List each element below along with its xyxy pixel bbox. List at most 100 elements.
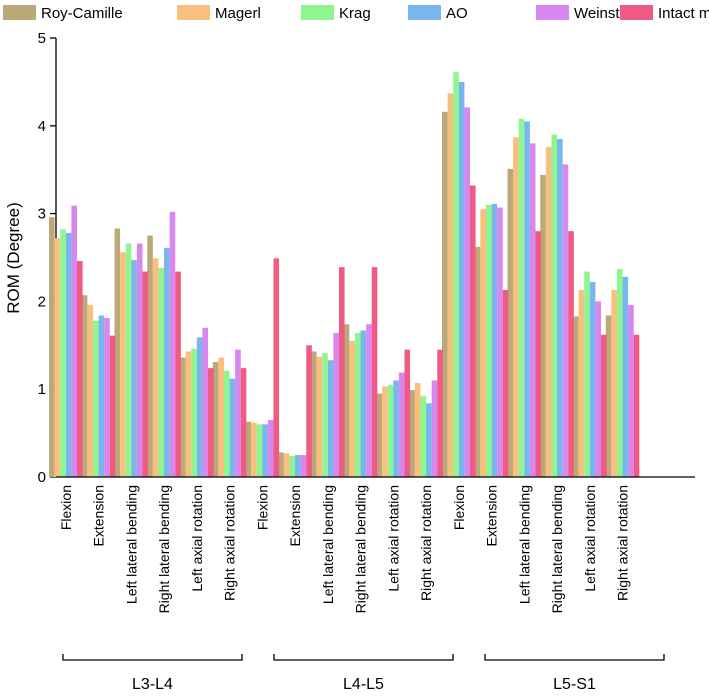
bar: [382, 386, 388, 477]
bar: [507, 168, 514, 477]
y-tick-label: 5: [38, 30, 46, 47]
bar: [513, 137, 519, 478]
y-tick-label: 3: [38, 206, 46, 223]
bar: [208, 368, 214, 477]
x-tick-label: Extension: [484, 485, 500, 546]
legend-label: Roy-Camille: [41, 5, 123, 22]
bar: [114, 228, 121, 477]
bar: [584, 271, 590, 477]
y-axis: ROM (Degree) 0 1 2 3 4 5: [4, 30, 57, 486]
bar: [611, 289, 617, 477]
bar: [518, 118, 525, 477]
bar: [601, 334, 607, 477]
bar: [235, 349, 241, 477]
x-tick-label: Right lateral bending: [549, 485, 565, 613]
bar: [605, 315, 612, 477]
bar: [437, 349, 443, 477]
bar: [595, 301, 601, 477]
bar: [562, 164, 569, 477]
bar: [251, 422, 257, 477]
bar: [485, 204, 492, 477]
bar: [497, 207, 503, 478]
bar: [295, 455, 301, 477]
bar: [273, 258, 280, 477]
bar: [333, 333, 339, 477]
group-label: L3-L4: [132, 676, 173, 693]
bar: [535, 231, 542, 477]
group-brackets: L3-L4 L4-L5 L5-S1: [62, 654, 665, 693]
bar: [131, 260, 137, 477]
bar: [92, 320, 99, 477]
bar: [104, 318, 110, 477]
bar: [540, 174, 546, 477]
bar: [354, 333, 361, 477]
x-tick-label: Right lateral bending: [353, 485, 369, 613]
legend-swatch: [408, 5, 441, 20]
bar: [316, 356, 323, 477]
bar: [589, 282, 596, 477]
bar: [283, 453, 290, 477]
x-tick-label: Extension: [287, 485, 303, 546]
bar: [420, 396, 427, 477]
bar: [175, 271, 181, 477]
legend: Roy-Camille Magerl Krag AO Weinstein Intact m…: [3, 5, 709, 22]
bar: [442, 111, 448, 477]
bar: [169, 211, 176, 477]
bar: [393, 380, 399, 477]
group-bracket: [273, 654, 454, 661]
bar: [458, 81, 465, 478]
x-tick-label: Flexion: [451, 485, 467, 530]
bar: [578, 289, 585, 477]
bar: [262, 424, 268, 477]
bar: [311, 351, 317, 477]
x-tick-label: Right axial rotation: [418, 485, 434, 601]
bar: [529, 143, 536, 478]
bar: [267, 419, 274, 477]
bar: [256, 424, 263, 477]
bar: [376, 393, 383, 477]
bar: [557, 138, 563, 477]
x-tick-label: Right axial rotation: [615, 485, 631, 601]
x-tick-label: Left axial rotation: [189, 485, 205, 592]
bar: [568, 231, 574, 477]
bar: [81, 295, 88, 477]
bar: [551, 134, 558, 477]
bar: [185, 351, 192, 477]
bar: [409, 390, 415, 477]
bar: [628, 304, 634, 477]
bar: [229, 378, 236, 477]
bar: [474, 246, 481, 477]
group-label: L4-L5: [343, 676, 384, 693]
bar: [306, 345, 312, 477]
bar: [164, 247, 170, 477]
x-tick-label: Left axial rotation: [385, 485, 401, 592]
legend-label: Krag: [339, 5, 371, 22]
bar: [300, 455, 307, 477]
bar: [125, 243, 132, 477]
bar: [414, 383, 421, 477]
y-tick-label: 1: [38, 381, 46, 398]
bar: [109, 335, 116, 477]
bar: [633, 334, 640, 477]
bar: [339, 267, 345, 477]
bar: [191, 348, 197, 477]
bar: [491, 203, 498, 477]
bar: [65, 232, 72, 477]
legend-swatch: [177, 5, 210, 20]
bar: [349, 340, 355, 477]
bar: [398, 372, 405, 477]
x-tick-label: Extension: [91, 485, 107, 546]
group-bracket: [484, 654, 665, 661]
legend-swatch: [3, 5, 36, 20]
bar: [87, 304, 93, 477]
y-axis-title: ROM (Degree): [4, 202, 23, 313]
x-tick-label: Flexion: [254, 485, 270, 530]
bar: [98, 315, 105, 477]
bar: [223, 370, 230, 477]
bar: [431, 380, 438, 477]
bar: [289, 455, 296, 477]
legend-label: Intact model: [658, 5, 709, 22]
bar: [245, 421, 252, 477]
y-tick-label: 0: [38, 469, 46, 486]
bar: [480, 209, 486, 477]
